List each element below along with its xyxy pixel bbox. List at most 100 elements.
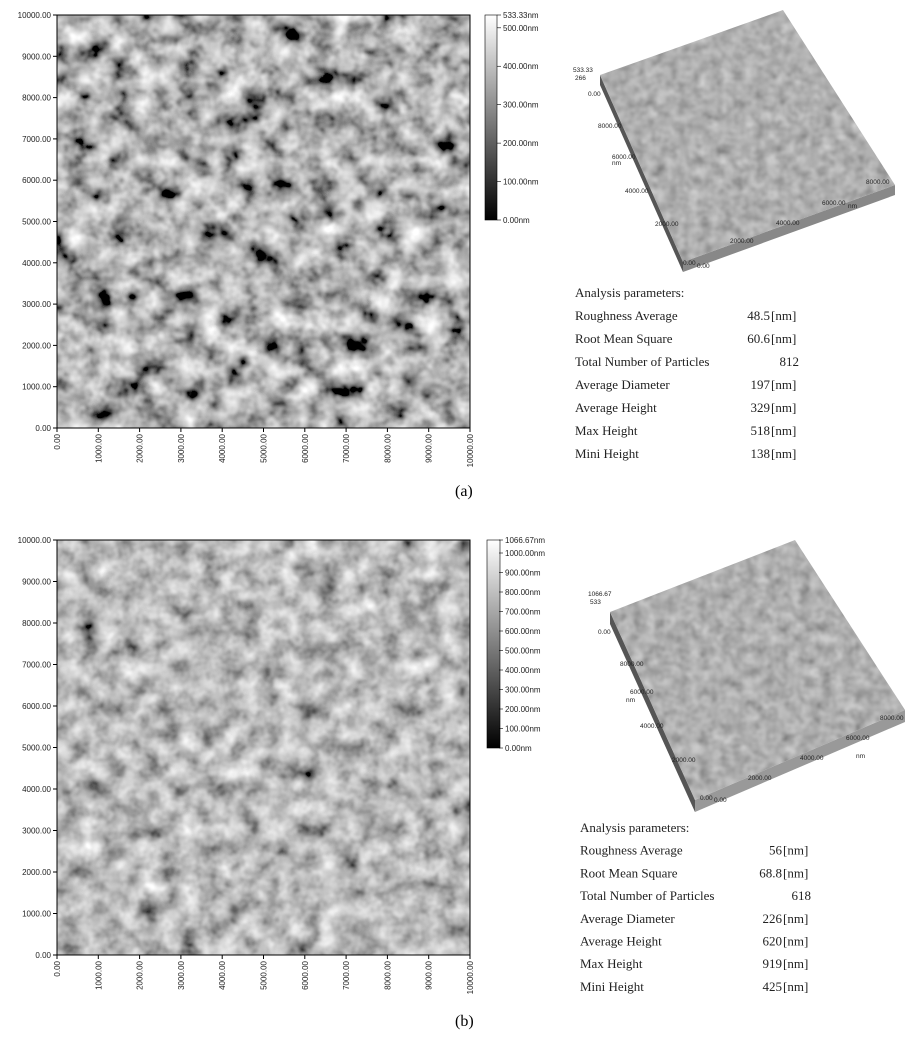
surface-axis-label: 8000.00 [866,179,890,186]
parameter-name: Mini Height [580,979,644,994]
x-tick-label: 2000.00 [136,960,145,989]
surface-axis-label: 2000.00 [730,238,754,245]
parameter-name: Average Height [580,934,662,949]
parameter-value: 197 [751,377,771,392]
colorbar-label: 400.00nm [505,666,541,675]
parameters-title: Analysis parameters: [575,285,684,300]
colorbar-label: 533.33nm [503,11,539,20]
y-tick-label: 4000.00 [22,785,51,794]
surface-axis-label: 0.00 [683,260,696,267]
parameter-value: 618 [792,888,812,903]
parameter-value: 329 [751,400,771,415]
surface-axis-label: 0.00 [700,795,713,802]
x-tick-label: 8000.00 [383,960,392,989]
colorbar-label: 100.00nm [503,178,539,187]
surface-axis-label: nm [612,160,621,167]
y-tick-label: 2000.00 [22,868,51,877]
y-tick-label: 5000.00 [22,744,51,753]
x-tick-label: 7000.00 [342,960,351,989]
parameter-name: Max Height [575,423,638,438]
colorbar [487,540,500,748]
x-tick-label: 9000.00 [425,960,434,989]
parameter-value: 60.6 [747,331,770,346]
y-tick-label: 1000.00 [22,383,51,392]
parameter-unit: [nm] [783,865,808,880]
parameter-value: 226 [763,911,783,926]
parameter-unit: [nm] [771,331,796,346]
parameter-value: 68.8 [759,865,782,880]
surface-axis-label: 4000.00 [640,723,664,730]
afm-image [57,540,470,955]
surface-axis-label: 2000.00 [655,221,679,228]
x-tick-label: 1000.00 [94,433,103,462]
surface-axis-label: 4000.00 [776,220,800,227]
surface-axis-label: 1066.67 [588,591,612,598]
x-tick-label: 4000.00 [218,433,227,462]
y-tick-label: 7000.00 [22,661,51,670]
y-tick-label: 5000.00 [22,218,51,227]
colorbar-label: 500.00nm [503,24,539,33]
x-tick-label: 10000.00 [466,433,475,467]
parameter-name: Total Number of Particles [580,888,714,903]
parameter-value: 56 [769,843,783,858]
x-tick-label: 8000.00 [383,433,392,462]
x-tick-label: 2000.00 [136,433,145,462]
surface-axis-label: nm [856,753,865,760]
surface-axis-label: 6000.00 [822,200,846,207]
parameter-value: 620 [763,934,783,949]
parameter-unit: [nm] [771,377,796,392]
parameter-unit: [nm] [771,423,796,438]
colorbar-label: 900.00nm [505,569,541,578]
x-tick-label: 9000.00 [425,433,434,462]
parameter-name: Average Diameter [580,911,675,926]
surface-axis-label: 266 [575,75,586,82]
y-tick-label: 3000.00 [22,827,51,836]
parameter-name: Mini Height [575,446,639,461]
x-tick-label: 3000.00 [177,433,186,462]
colorbar-label: 200.00nm [503,139,539,148]
parameter-name: Average Height [575,400,657,415]
x-tick-label: 1000.00 [94,960,103,989]
x-tick-label: 6000.00 [301,433,310,462]
parameter-unit: [nm] [783,934,808,949]
parameters-title: Analysis parameters: [580,820,689,835]
colorbar-label: 300.00nm [505,686,541,695]
surface-axis-label: 4000.00 [625,188,649,195]
y-tick-label: 10000.00 [18,11,52,20]
parameter-value: 518 [751,423,771,438]
surface-axis-label: 8000.00 [598,123,622,130]
surface-axis-label: nm [848,203,857,210]
y-tick-label: 6000.00 [22,176,51,185]
parameter-name: Roughness Average [575,308,678,323]
parameter-name: Total Number of Particles [575,354,709,369]
parameter-unit: [nm] [783,843,808,858]
x-tick-label: 6000.00 [301,960,310,989]
colorbar-label: 100.00nm [505,725,541,734]
colorbar-label: 300.00nm [503,101,539,110]
surface-axis-label: 2000.00 [748,775,772,782]
x-tick-label: 0.00 [53,433,62,449]
colorbar-label: 1000.00nm [505,549,545,558]
colorbar-label: 1066.67nm [505,536,545,545]
y-tick-label: 6000.00 [22,702,51,711]
y-tick-label: 10000.00 [18,536,52,545]
y-tick-label: 3000.00 [22,300,51,309]
parameter-name: Average Diameter [575,377,670,392]
surface-axis-label: 0.00 [714,797,727,804]
figure: 0.00 1000.00 2000.00 3000.00 4000.00 5000.00 6… [0,0,911,1041]
surface-axis-label: 8000.00 [620,661,644,668]
surface-axis-label: 0.00 [598,629,611,636]
colorbar-label: 400.00nm [503,62,539,71]
x-tick-label: 5000.00 [260,433,269,462]
parameter-value: 425 [763,979,783,994]
x-tick-label: 4000.00 [218,960,227,989]
surface-axis-label: 4000.00 [800,755,824,762]
panel-b-art [57,530,911,955]
parameter-unit: [nm] [771,400,796,415]
colorbar-label: 600.00nm [505,627,541,636]
surface-axis-label: nm [626,697,635,704]
y-tick-label: 7000.00 [22,135,51,144]
parameter-unit: [nm] [783,979,808,994]
parameter-unit: [nm] [783,956,808,971]
y-tick-label: 8000.00 [22,619,51,628]
